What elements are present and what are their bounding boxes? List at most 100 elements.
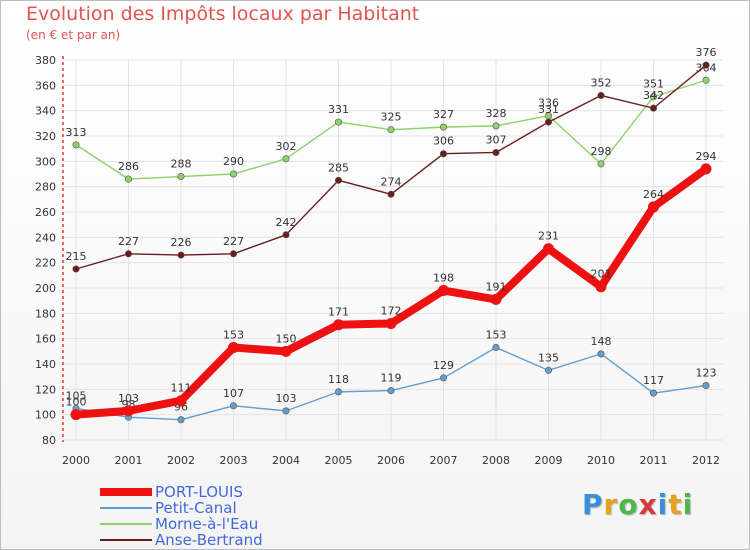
y-tick-label: 260 bbox=[35, 206, 56, 219]
data-point bbox=[387, 387, 395, 395]
data-label: 111 bbox=[171, 382, 192, 395]
data-label: 286 bbox=[118, 160, 139, 173]
data-point bbox=[72, 265, 80, 273]
data-point bbox=[439, 374, 447, 382]
data-point bbox=[543, 243, 554, 255]
y-tick-label: 320 bbox=[35, 130, 56, 143]
chart-title: Evolution des Impôts locaux par Habitant bbox=[26, 3, 420, 25]
data-label: 227 bbox=[118, 235, 139, 248]
data-point bbox=[177, 173, 185, 181]
data-label: 288 bbox=[171, 158, 192, 171]
data-label: 274 bbox=[381, 175, 402, 188]
data-label: 215 bbox=[66, 250, 87, 263]
data-point bbox=[282, 407, 290, 415]
y-tick-label: 220 bbox=[35, 257, 56, 270]
legend-label: Anse-Bertrand bbox=[155, 531, 263, 549]
y-tick-label: 280 bbox=[35, 181, 56, 194]
data-point bbox=[648, 201, 659, 213]
data-label: 119 bbox=[381, 372, 402, 385]
data-label: 117 bbox=[643, 374, 664, 387]
data-label: 313 bbox=[66, 126, 87, 139]
legend-label: Morne-à-l'Eau bbox=[155, 515, 259, 533]
data-label: 135 bbox=[538, 351, 559, 364]
y-tick-label: 160 bbox=[35, 333, 56, 346]
data-point bbox=[123, 405, 134, 417]
data-label: 123 bbox=[696, 367, 717, 380]
data-label: 153 bbox=[223, 329, 244, 342]
legend-swatch bbox=[100, 539, 152, 541]
y-tick-label: 340 bbox=[35, 105, 56, 118]
data-label: 118 bbox=[328, 373, 349, 386]
data-label: 336 bbox=[538, 97, 559, 110]
data-point bbox=[228, 342, 239, 354]
x-tick-label: 2010 bbox=[587, 454, 615, 467]
data-label: 264 bbox=[643, 188, 664, 201]
y-tick-label: 200 bbox=[35, 282, 56, 295]
x-tick-label: 2004 bbox=[272, 454, 300, 467]
data-point bbox=[125, 175, 133, 183]
data-label: 302 bbox=[276, 140, 297, 153]
data-point bbox=[334, 118, 342, 126]
data-label: 328 bbox=[486, 107, 507, 120]
y-tick-label: 180 bbox=[35, 307, 56, 320]
data-label: 294 bbox=[696, 150, 717, 163]
x-tick-label: 2009 bbox=[535, 454, 563, 467]
data-point bbox=[597, 350, 605, 358]
data-label: 153 bbox=[486, 329, 507, 342]
proxiti-logo: Proxiti bbox=[582, 488, 694, 521]
y-tick-label: 360 bbox=[35, 79, 56, 92]
data-point bbox=[595, 281, 607, 293]
data-label: 351 bbox=[643, 78, 664, 91]
data-label: 231 bbox=[538, 230, 559, 243]
data-point bbox=[439, 123, 447, 131]
x-tick-label: 2011 bbox=[640, 454, 668, 467]
data-point bbox=[125, 250, 133, 258]
data-point bbox=[439, 150, 447, 158]
data-label: 327 bbox=[433, 108, 454, 121]
data-point bbox=[702, 76, 710, 84]
x-tick-label: 2006 bbox=[377, 454, 405, 467]
data-point bbox=[177, 251, 185, 259]
data-point bbox=[387, 190, 395, 198]
data-point bbox=[334, 176, 342, 184]
data-point bbox=[490, 293, 502, 305]
data-label: 298 bbox=[591, 145, 612, 158]
data-point bbox=[544, 366, 552, 374]
data-point bbox=[175, 395, 187, 407]
legend-swatch bbox=[100, 523, 152, 525]
data-point bbox=[492, 148, 500, 156]
data-point bbox=[649, 93, 657, 101]
data-label: 226 bbox=[171, 236, 192, 249]
y-tick-label: 80 bbox=[42, 434, 56, 447]
x-tick-label: 2007 bbox=[430, 454, 458, 467]
y-tick-label: 240 bbox=[35, 231, 56, 244]
data-label: 198 bbox=[433, 272, 454, 285]
data-label: 376 bbox=[696, 46, 717, 59]
x-tick-label: 2002 bbox=[167, 454, 195, 467]
data-label: 100 bbox=[66, 396, 87, 409]
data-point bbox=[177, 416, 185, 424]
data-point bbox=[649, 104, 657, 112]
data-point bbox=[492, 344, 500, 352]
data-label: 107 bbox=[223, 387, 244, 400]
data-label: 307 bbox=[486, 133, 507, 146]
data-label: 172 bbox=[381, 304, 402, 317]
data-label: 129 bbox=[433, 359, 454, 372]
data-point bbox=[72, 141, 80, 149]
legend-label: Petit-Canal bbox=[155, 499, 237, 517]
data-label: 242 bbox=[276, 216, 297, 229]
data-label: 171 bbox=[328, 306, 349, 319]
y-tick-label: 100 bbox=[35, 409, 56, 422]
data-point bbox=[230, 170, 238, 178]
x-tick-label: 2008 bbox=[482, 454, 510, 467]
legend-label: PORT-LOUIS bbox=[155, 483, 243, 501]
x-tick-label: 2001 bbox=[115, 454, 143, 467]
data-label: 306 bbox=[433, 135, 454, 148]
data-point bbox=[597, 160, 605, 168]
data-point bbox=[333, 319, 344, 331]
data-point bbox=[702, 382, 710, 390]
data-point bbox=[280, 345, 292, 357]
data-point bbox=[649, 389, 657, 397]
